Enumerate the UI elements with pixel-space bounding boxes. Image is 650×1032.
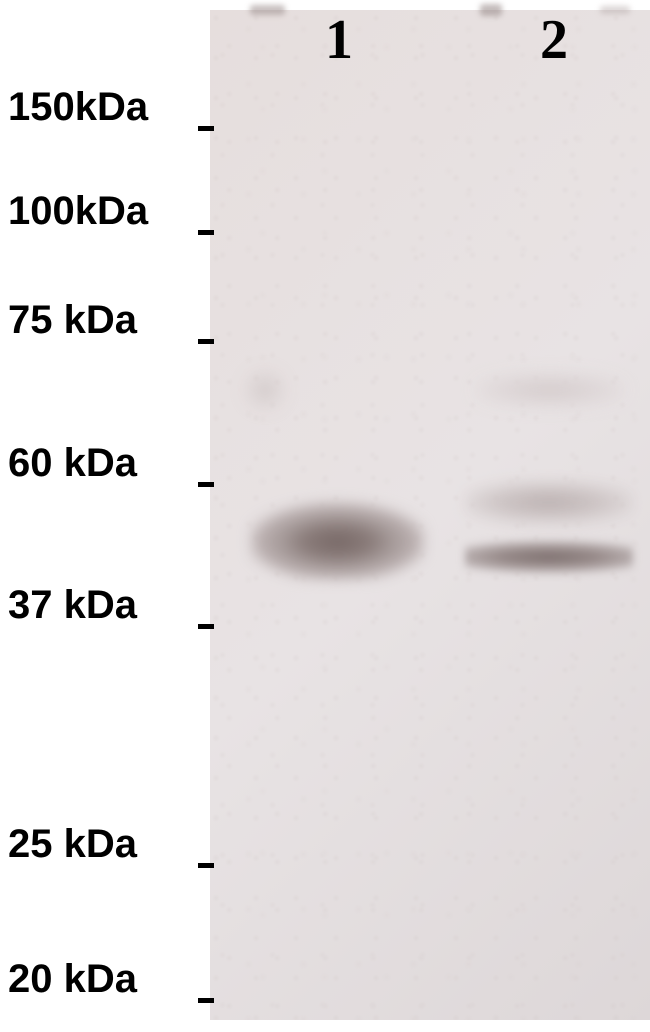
lane1-band-main xyxy=(250,495,425,580)
edge-artifact xyxy=(480,4,502,16)
mw-label-60: 60 kDa xyxy=(8,441,137,486)
blot-figure: 1 2 150kDa 100kDa 75 kDa 60 kDa 37 kDa 2… xyxy=(0,0,650,1032)
lane2-band-diffuse xyxy=(465,480,633,525)
mw-tick-37 xyxy=(198,624,214,629)
mw-tick-60 xyxy=(198,482,214,487)
mw-tick-75 xyxy=(198,339,214,344)
gel-image: 1 2 150kDa 100kDa 75 kDa 60 kDa 37 kDa 2… xyxy=(0,0,650,1032)
mw-label-100: 100kDa xyxy=(8,189,148,234)
mw-tick-100 xyxy=(198,230,214,235)
lane-1-label: 1 xyxy=(325,8,353,72)
mw-tick-20 xyxy=(198,998,214,1003)
mw-label-20: 20 kDa xyxy=(8,957,137,1002)
mw-tick-150 xyxy=(198,126,214,131)
edge-artifact xyxy=(250,5,285,15)
lane2-band-upper-faint xyxy=(475,370,625,410)
lane1-spot-faint xyxy=(245,370,285,410)
mw-label-25: 25 kDa xyxy=(8,822,137,867)
mw-label-75: 75 kDa xyxy=(8,298,137,343)
mw-label-37: 37 kDa xyxy=(8,583,137,628)
lane-2-label: 2 xyxy=(540,8,568,72)
edge-artifact xyxy=(600,6,630,14)
mw-label-150: 150kDa xyxy=(8,85,148,130)
mw-tick-25 xyxy=(198,863,214,868)
lane2-band-main xyxy=(465,538,633,576)
